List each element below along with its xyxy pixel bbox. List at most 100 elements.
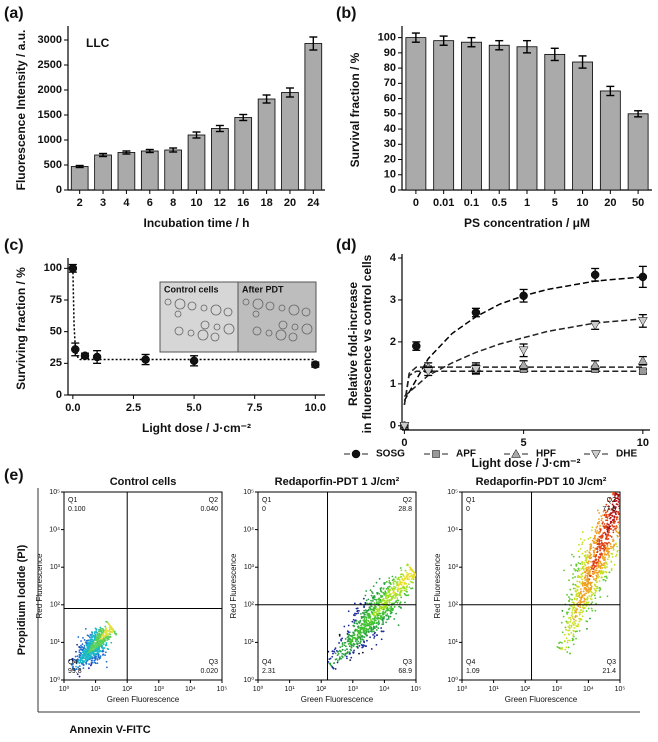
event-dot xyxy=(104,644,107,647)
event-dot xyxy=(568,617,570,619)
x-tick-label: 50 xyxy=(632,197,644,209)
event-dot xyxy=(373,598,376,601)
event-dot xyxy=(106,638,109,641)
event-dot xyxy=(572,643,575,646)
event-dot xyxy=(579,591,582,594)
event-dot xyxy=(392,582,395,585)
event-dot xyxy=(80,640,82,642)
event-dot xyxy=(582,565,584,568)
event-dot xyxy=(110,626,113,629)
event-dot xyxy=(97,637,100,640)
panel-label: (c) xyxy=(4,237,24,254)
event-dot xyxy=(97,630,100,633)
event-dot xyxy=(105,666,108,669)
x-tick-label: 6 xyxy=(147,197,153,209)
event-dot xyxy=(576,570,579,572)
event-dot xyxy=(600,536,602,539)
y-tick-label: 25 xyxy=(50,357,62,369)
event-dot xyxy=(377,601,380,603)
cell xyxy=(278,320,288,330)
event-dot xyxy=(391,575,394,578)
x-tick-label: 20 xyxy=(604,197,616,209)
event-dot xyxy=(370,590,373,593)
event-dot xyxy=(350,635,353,637)
event-dot xyxy=(605,561,608,564)
event-dot xyxy=(587,587,590,589)
event-dot xyxy=(609,545,612,548)
event-dot xyxy=(595,526,598,529)
event-dot xyxy=(587,588,590,591)
event-dot xyxy=(341,645,344,648)
event-dot xyxy=(81,662,83,665)
event-dot xyxy=(618,508,620,511)
event-dot xyxy=(76,655,79,658)
event-dot xyxy=(570,632,573,634)
event-dot xyxy=(108,626,111,629)
event-dot xyxy=(72,665,75,668)
event-dot xyxy=(598,580,601,582)
event-dot xyxy=(363,611,366,614)
event-dot xyxy=(599,572,602,575)
event-dot xyxy=(588,551,591,554)
event-dot xyxy=(103,630,106,633)
event-dot xyxy=(408,583,410,586)
event-dot xyxy=(380,627,383,629)
event-dot xyxy=(407,594,410,596)
event-dot xyxy=(368,606,371,609)
event-dot xyxy=(590,602,593,605)
event-dot xyxy=(595,574,598,577)
event-dot xyxy=(576,625,579,628)
event-dot xyxy=(606,549,609,551)
panel-label: (a) xyxy=(4,5,24,22)
event-dot xyxy=(99,655,102,658)
event-dot xyxy=(585,610,588,612)
event-cloud xyxy=(327,563,416,670)
event-dot xyxy=(410,578,413,580)
event-dot xyxy=(84,641,87,644)
event-dot xyxy=(598,541,601,543)
event-dot xyxy=(586,576,589,578)
y-tick-label: 10⁰ xyxy=(447,676,458,684)
event-dot xyxy=(373,602,376,605)
y-tick-label: 20 xyxy=(384,153,396,165)
event-dot xyxy=(574,630,577,633)
event-dot xyxy=(366,609,368,612)
event-dot xyxy=(587,560,590,563)
event-dot xyxy=(587,607,590,610)
event-dot xyxy=(402,585,405,588)
event-dot xyxy=(100,642,102,644)
event-dot xyxy=(622,497,624,499)
y-tick-label: 10¹ xyxy=(244,639,255,646)
cell xyxy=(252,298,264,310)
event-dot xyxy=(79,659,81,662)
event-dot xyxy=(415,575,416,577)
event-dot xyxy=(367,609,370,612)
event-dot xyxy=(590,547,593,550)
event-dot xyxy=(613,517,616,519)
y-axis-label: in fluorescence vs control cells xyxy=(360,254,374,433)
event-dot xyxy=(356,636,359,639)
error-bar xyxy=(75,164,84,169)
event-dot xyxy=(569,652,571,655)
event-dot xyxy=(397,588,400,590)
event-dot xyxy=(603,525,605,528)
event-dot xyxy=(592,570,594,573)
event-dot xyxy=(603,523,606,525)
x-tick-label: 10⁴ xyxy=(185,686,196,693)
event-dot xyxy=(365,611,368,614)
marker xyxy=(68,264,78,273)
quadrant-name: Q3 xyxy=(607,659,616,666)
event-dot xyxy=(608,525,611,528)
legend-label: DHE xyxy=(616,449,637,460)
event-dot xyxy=(359,641,362,644)
y-tick-label: 10⁴ xyxy=(49,526,60,533)
marker xyxy=(637,317,648,326)
event-dot xyxy=(78,668,81,671)
event-dot xyxy=(102,646,104,649)
event-dot xyxy=(346,632,349,635)
event-dot xyxy=(582,606,584,609)
event-dot xyxy=(78,656,81,659)
event-dot xyxy=(581,615,584,618)
event-dot xyxy=(581,584,584,587)
event-dot xyxy=(571,622,574,625)
